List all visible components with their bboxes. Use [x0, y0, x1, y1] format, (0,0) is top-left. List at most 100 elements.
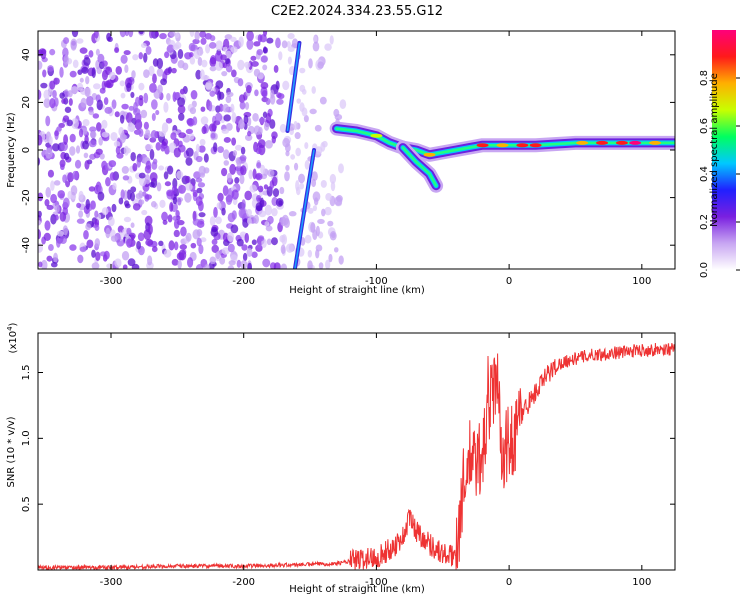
spectrogram-noise-cell: [101, 131, 109, 138]
spectrogram-noise-cell: [114, 111, 120, 118]
spectrogram-noise-cell: [221, 70, 228, 77]
spectrogram-noise-cell: [103, 97, 109, 106]
spectrogram-noise-cell: [236, 238, 244, 247]
spectrogram-noise-cell: [317, 218, 325, 225]
snr-panel: -300 -200 -100 0 100 0.5 1.0 1.5 Height of str…: [6, 322, 676, 595]
spectrogram-noise-cell: [291, 38, 299, 49]
spectrogram-noise-cell: [185, 156, 193, 166]
spectrogram-noise-cell: [187, 257, 194, 268]
spectrogram-noise-cell: [48, 135, 53, 145]
spectrogram-noise-cell: [200, 37, 207, 45]
spectrogram-noise-cell: [295, 186, 301, 196]
spectrogram-noise-cell: [284, 171, 290, 182]
spectrogram-noise-cell: [119, 114, 125, 124]
spectrogram-noise-cell: [197, 56, 203, 67]
spectrogram-noise-cell: [241, 244, 248, 251]
spectrogram-noise-cell: [198, 212, 206, 218]
spectrogram-noise-cell: [262, 258, 271, 268]
spectrogram-y-tick-label: 0: [21, 147, 32, 153]
spectrogram-noise-cell: [275, 37, 281, 49]
spectrogram-noise-cell: [265, 97, 271, 106]
spectrogram-noise-cell: [140, 109, 148, 119]
spectrogram-noise-cell: [338, 163, 344, 174]
spectrogram-noise-cell: [70, 86, 79, 95]
spectrogram-noise-cell: [207, 100, 213, 112]
spectrogram-noise-cell: [200, 237, 207, 243]
spectrogram-noise-cell: [178, 184, 186, 194]
colorbar-tick-label: 0.8: [699, 70, 710, 86]
signal-peak: [615, 140, 628, 145]
spectrogram-noise-cell: [71, 31, 79, 38]
colorbar-tick-label: 0.0: [699, 262, 710, 278]
spectrogram-noise-cell: [240, 146, 246, 155]
spectrogram-noise-cell: [145, 160, 152, 170]
spectrogram-noise-cell: [279, 123, 287, 133]
spectrogram-noise-cell: [119, 80, 126, 87]
spectrogram-noise-cell: [221, 247, 230, 255]
spectrogram-noise-cell: [244, 134, 253, 142]
spectrogram-noise-cell: [94, 31, 99, 39]
spectrogram-noise-cell: [38, 261, 43, 268]
spectrogram-noise-cell: [120, 189, 125, 200]
spectrogram-noise-cell: [199, 69, 205, 80]
spectrogram-noise-cell: [120, 54, 128, 64]
snr-x-tick-label: 0: [506, 577, 512, 588]
spectrogram-noise-cell: [290, 154, 296, 160]
signal-peak: [476, 143, 489, 148]
spectrogram-noise-cell: [91, 67, 96, 79]
spectrogram-noise-cell: [85, 75, 90, 85]
spectrogram-noise-cell: [77, 254, 84, 264]
spectrogram-noise-cell: [209, 35, 216, 42]
spectrogram-noise-cell: [165, 117, 173, 124]
spectrogram-noise-cell: [141, 209, 148, 216]
spectrogram-noise-cell: [108, 216, 115, 227]
spectrogram-noise-cell: [83, 56, 91, 67]
spectrogram-noise-cell: [224, 58, 230, 65]
spectrogram-noise-cell: [280, 244, 286, 255]
spectrogram-noise-cell: [129, 122, 135, 133]
spectrogram-noise-cell: [61, 98, 66, 104]
spectrogram-noise-cell: [307, 260, 313, 269]
spectrogram-noise-cell: [166, 44, 175, 53]
spectrogram-noise-cell: [91, 249, 96, 258]
spectrogram-noise-cell: [234, 177, 240, 184]
spectrogram-noise-cell: [164, 51, 170, 59]
snr-y-tick-label: 0.5: [21, 496, 32, 512]
spectrogram-noise-cell: [63, 134, 69, 145]
spectrogram-noise-cell: [175, 210, 180, 218]
spectrogram-noise-cell: [59, 66, 64, 78]
spectrogram-noise-cell: [280, 263, 287, 269]
spectrogram-noise-cell: [205, 81, 213, 91]
spectrogram-noise-cell: [257, 185, 264, 193]
spectrogram-noise-cell: [138, 172, 146, 179]
spectrogram-noise-cell: [270, 89, 275, 99]
spectrogram-noise-cell: [69, 70, 77, 78]
spectrogram-noise-cell: [88, 139, 97, 148]
spectrogram-noise-cell: [208, 123, 217, 132]
spectrogram-noise-cell: [101, 60, 108, 67]
spectrogram-noise-cell: [84, 160, 90, 170]
spectrogram-noise-cell: [99, 153, 105, 160]
spectrogram-noise-cell: [199, 172, 206, 178]
spectrogram-noise-cell: [130, 191, 136, 202]
spectrogram-noise-cell: [225, 64, 233, 73]
spectrogram-noise-cell: [47, 65, 54, 72]
spectrogram-noise-cell: [177, 59, 185, 69]
spectrogram-x-tick-label: 100: [632, 276, 651, 287]
spectrogram-noise-cell: [195, 69, 202, 80]
spectrogram-noise-cell: [115, 146, 121, 155]
colorbar-label: Normalized spectral amplitude: [709, 73, 720, 227]
spectrogram-noise-cell: [107, 36, 113, 43]
spectrogram-noise-cell: [258, 210, 267, 218]
spectrogram-noise-cell: [122, 175, 130, 181]
spectrogram-noise-cell: [143, 52, 148, 63]
spectrogram-noise-cell: [198, 145, 206, 153]
spectrogram-noise-cell: [338, 255, 344, 265]
spectrogram-noise-cell: [84, 87, 92, 98]
spectrogram-noise-cell: [140, 42, 147, 48]
spectrogram-noise-cell: [204, 263, 210, 269]
spectrogram-noise-cell: [160, 144, 166, 152]
spectrogram-noise-cell: [173, 92, 180, 99]
spectrogram-noise-cell: [164, 181, 172, 187]
spectrogram-noise-cell: [163, 249, 172, 258]
